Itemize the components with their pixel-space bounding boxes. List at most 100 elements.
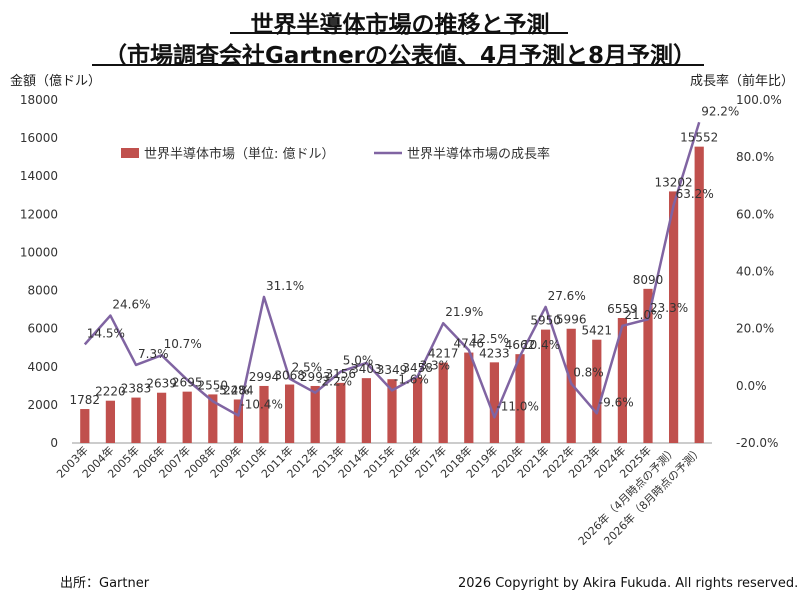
bar-value-label: 2639 — [146, 377, 177, 391]
bar-value-label: 15552 — [680, 131, 718, 145]
bar — [259, 385, 269, 443]
growth-value-label: 92.2% — [701, 104, 739, 118]
subtitle-underline — [92, 64, 704, 66]
bar-value-label: 3349 — [377, 363, 408, 377]
bar-value-label: 2383 — [121, 382, 152, 396]
bar — [208, 394, 218, 443]
right-tick-label: 60.0% — [736, 207, 774, 221]
growth-value-label: 7.3% — [138, 347, 169, 361]
bar — [361, 378, 372, 443]
growth-value-label: 27.6% — [548, 289, 586, 303]
title-underline — [230, 32, 568, 34]
growth-value-label: -5.4% — [215, 383, 250, 397]
bar-value-label: 2550 — [198, 378, 229, 392]
growth-value-label: 10.7% — [164, 337, 202, 351]
bar-value-label: 3458 — [402, 361, 433, 375]
growth-value-label: -10.4% — [240, 398, 282, 412]
growth-value-label: 21.9% — [445, 305, 483, 319]
bar — [592, 339, 602, 443]
legend-swatch-bars — [121, 148, 139, 158]
bar — [336, 382, 346, 443]
left-axis-title: 金額（億ドル） — [10, 74, 102, 89]
left-tick-label: 18000 — [20, 93, 58, 107]
left-tick-label: 12000 — [20, 207, 58, 221]
bar — [668, 191, 679, 443]
bar — [464, 352, 474, 443]
bar-value-label: 5950 — [530, 314, 561, 328]
growth-value-label: 0.8% — [573, 366, 604, 380]
bar — [643, 288, 653, 443]
left-tick-label: 2000 — [27, 398, 58, 412]
bar-value-label: 3068 — [274, 369, 305, 383]
left-tick-label: 6000 — [27, 322, 58, 336]
bar-value-label: 5421 — [582, 324, 613, 338]
growth-value-label: 31.1% — [266, 279, 304, 293]
bar-value-label: 3403 — [351, 362, 382, 376]
bar — [694, 146, 704, 443]
bar-value-label: 2695 — [172, 376, 203, 390]
bar — [80, 409, 90, 443]
bar — [489, 362, 500, 443]
right-tick-label: 20.0% — [736, 322, 774, 336]
left-tick-label: 4000 — [27, 360, 58, 374]
bar-value-label: 2220 — [95, 385, 126, 399]
bar-value-label: 2993 — [300, 370, 331, 384]
growth-value-label: -1.6% — [394, 372, 429, 386]
growth-value-label: 23.3% — [650, 301, 688, 315]
bar-value-label: 4217 — [428, 347, 459, 361]
bar — [412, 377, 423, 443]
left-tick-label: 10000 — [20, 245, 58, 259]
legend-label-line: 世界半導体市場の成長率 — [407, 146, 550, 162]
growth-value-label: 2.5% — [292, 361, 323, 375]
bar — [105, 400, 116, 443]
growth-value-label: 3.3% — [420, 358, 451, 372]
growth-value-label: 63.2% — [676, 187, 714, 201]
right-tick-label: 0.0% — [736, 379, 767, 393]
bar-value-label: 1782 — [70, 393, 101, 407]
bar-value-label: 13202 — [655, 175, 693, 189]
right-tick-label: 80.0% — [736, 150, 774, 164]
bar-value-label: 4746 — [454, 337, 485, 351]
bar — [617, 318, 628, 443]
source-note: 出所：Gartner — [60, 576, 150, 591]
bar — [182, 391, 192, 443]
left-tick-label: 8000 — [27, 284, 58, 298]
growth-value-label: 14.5% — [87, 326, 125, 340]
growth-value-label: 5.0% — [343, 354, 374, 368]
left-tick-label: 14000 — [20, 169, 58, 183]
growth-value-label: 12.5% — [471, 332, 509, 346]
bar-value-label: 6559 — [607, 302, 638, 316]
bar — [438, 362, 448, 443]
bar — [540, 329, 551, 443]
bar — [566, 328, 576, 443]
bar-value-label: 2284 — [223, 383, 254, 397]
growth-rate-line — [83, 121, 701, 419]
growth-value-label: -9.6% — [599, 395, 634, 409]
bar — [131, 397, 141, 443]
bar — [233, 399, 244, 443]
bar-value-label: 4662 — [505, 338, 536, 352]
bar — [284, 384, 295, 443]
legend-label-bars: 世界半導体市場（単位: 億ドル） — [144, 146, 335, 162]
right-tick-label: 100.0% — [736, 93, 782, 107]
bar — [156, 392, 167, 443]
bar-value-label: 3156 — [326, 367, 357, 381]
bar-value-label: 8090 — [633, 273, 664, 287]
bar — [310, 385, 320, 443]
bar-value-label: 4233 — [479, 346, 510, 360]
bar — [387, 379, 397, 443]
growth-value-label: -11.0% — [496, 399, 538, 413]
bar-value-label: 2994 — [249, 370, 280, 384]
right-axis-title: 成長率（前年比） — [690, 74, 795, 89]
right-tick-label: 40.0% — [736, 265, 774, 279]
growth-value-label: 21.0% — [624, 308, 662, 322]
growth-value-label: 24.6% — [112, 298, 150, 312]
growth-value-label: -2.2% — [317, 375, 352, 389]
bar — [515, 354, 525, 443]
left-tick-label: 0 — [50, 436, 58, 450]
left-tick-label: 16000 — [20, 131, 58, 145]
bar-value-label: 5996 — [556, 313, 587, 327]
growth-value-label: 10.4% — [522, 338, 560, 352]
